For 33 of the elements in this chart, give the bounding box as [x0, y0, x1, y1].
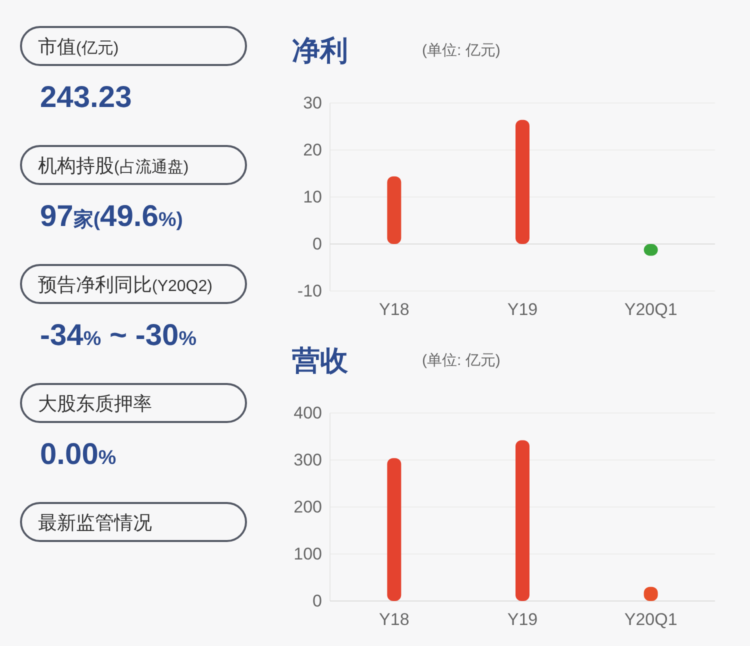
text: -34% ~ -30%	[40, 319, 197, 352]
chart-title: 净利	[292, 35, 348, 66]
text: 预告净利同比(Y20Q2)	[38, 275, 212, 296]
y-tick-label: 30	[303, 93, 322, 112]
y-tick-label: 20	[303, 140, 322, 160]
x-tick-label: Y19	[507, 610, 538, 630]
y-tick-label: 400	[294, 403, 322, 422]
x-tick-label: Y18	[379, 300, 410, 320]
x-tick-label: Y20Q1	[624, 300, 678, 320]
bar	[387, 176, 402, 244]
y-tick-label: 0	[312, 234, 322, 254]
text: 市值(亿元)	[38, 36, 119, 58]
x-tick-label: Y18	[379, 610, 410, 630]
text: 243.23	[40, 81, 132, 114]
x-tick-label: Y19	[507, 300, 538, 320]
y-tick-label: 10	[303, 187, 322, 206]
y-tick-label: 100	[294, 544, 322, 564]
text: 97家(49.6%)	[40, 200, 183, 233]
x-tick-label: Y20Q1	[624, 610, 678, 630]
text: 0.00%	[40, 438, 116, 471]
y-tick-label: 200	[294, 497, 322, 516]
bar	[516, 440, 530, 601]
y-tick-label: 0	[312, 591, 322, 610]
y-tick-label: 300	[294, 450, 322, 470]
text: 机构持股(占流通盘)	[38, 156, 189, 177]
chart-subtitle: (单位: 亿元)	[422, 352, 500, 369]
text: 最新监管情况	[38, 512, 152, 534]
bar	[387, 458, 402, 601]
bar	[516, 120, 530, 244]
chart-title: 营收	[291, 345, 349, 376]
text: 大股东质押率	[38, 393, 152, 415]
y-tick-label: -10	[297, 281, 322, 300]
chart-subtitle: (单位: 亿元)	[422, 42, 500, 59]
